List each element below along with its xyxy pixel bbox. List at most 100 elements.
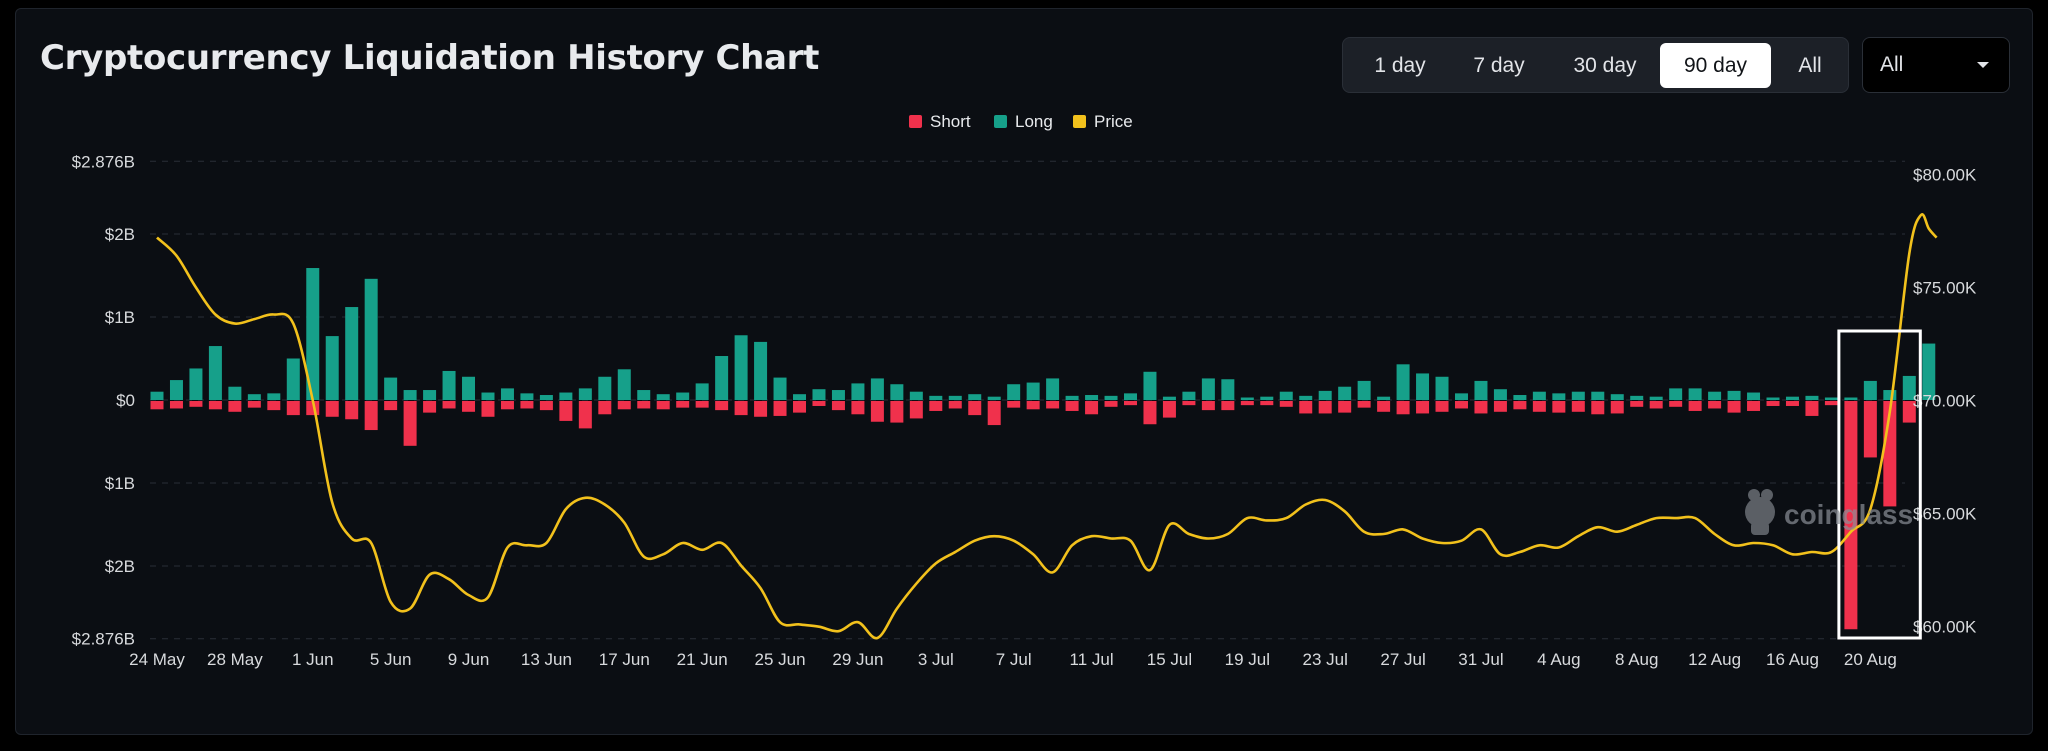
x-tick-label: 20 Aug — [1844, 650, 1897, 669]
short-bar — [909, 401, 923, 419]
long-bar — [1883, 390, 1897, 400]
long-bar — [442, 370, 456, 400]
long-bar — [267, 393, 281, 400]
long-bar — [1085, 395, 1099, 400]
long-bar — [793, 394, 807, 400]
short-bar — [1805, 401, 1819, 416]
long-bar — [1610, 394, 1624, 400]
x-tick-label: 24 May — [129, 650, 185, 669]
long-bar — [1318, 390, 1332, 400]
long-bar — [1785, 396, 1799, 400]
short-bar — [1046, 401, 1060, 409]
short-bar — [462, 401, 476, 412]
short-bar — [637, 401, 651, 409]
short-bar — [228, 401, 242, 412]
long-bar — [500, 388, 514, 400]
short-bar — [1162, 401, 1176, 418]
long-bar — [1396, 364, 1410, 400]
long-bar — [325, 336, 339, 400]
long-bar — [1591, 391, 1605, 400]
range-button-90-day[interactable]: 90 day — [1660, 43, 1771, 88]
long-bar — [1824, 397, 1838, 400]
long-bar — [578, 388, 592, 400]
short-bar — [1902, 401, 1916, 423]
short-bar — [1747, 401, 1761, 411]
short-bar — [1260, 401, 1274, 406]
short-bar — [500, 401, 514, 410]
long-bar — [1630, 395, 1644, 400]
x-tick-label: 17 Jun — [599, 650, 650, 669]
x-tick-label: 11 Jul — [1070, 650, 1114, 669]
long-bar — [1162, 396, 1176, 400]
long-bar — [1454, 393, 1468, 400]
short-bar — [1454, 401, 1468, 409]
long-bar — [1669, 388, 1683, 400]
short-bar — [423, 401, 437, 413]
long-bar — [1766, 397, 1780, 400]
long-bar — [676, 392, 690, 400]
coin-select-dropdown[interactable]: All — [1862, 37, 2010, 93]
short-bar — [695, 401, 709, 408]
long-bar — [1221, 379, 1235, 400]
range-button-30-day[interactable]: 30 day — [1573, 54, 1637, 77]
long-bar — [987, 396, 1001, 400]
short-bar — [1026, 401, 1040, 410]
x-tick-label: 3 Jul — [918, 650, 954, 669]
long-bar — [1201, 378, 1215, 400]
short-bar — [1493, 401, 1507, 412]
x-tick-label: 27 Jul — [1380, 650, 1425, 669]
x-tick-label: 29 Jun — [832, 650, 883, 669]
bar-series — [150, 268, 1936, 630]
short-bar — [1221, 401, 1235, 411]
short-bar — [189, 401, 203, 407]
long-bar — [1007, 384, 1021, 400]
long-bar — [1552, 393, 1566, 400]
long-bar — [968, 394, 982, 400]
range-button-7-day[interactable]: 7 day — [1473, 54, 1525, 77]
long-bar — [1357, 380, 1371, 400]
x-tick-label: 12 Aug — [1688, 650, 1741, 669]
short-bar — [1104, 401, 1118, 407]
long-bar — [364, 278, 378, 400]
price-series — [156, 212, 1938, 640]
range-button-1-day[interactable]: 1 day — [1374, 54, 1426, 77]
long-bar — [656, 394, 670, 400]
short-bar — [598, 401, 612, 415]
short-bar — [773, 401, 787, 416]
range-button-all[interactable]: All — [1798, 54, 1822, 77]
y-left-tick-label: $2.876B — [72, 630, 135, 649]
y-right-tick-label: $65.00K — [1913, 505, 1977, 524]
short-bar — [890, 401, 904, 423]
short-bar — [1649, 401, 1663, 409]
x-tick-label: 25 Jun — [755, 650, 806, 669]
short-bar — [442, 401, 456, 409]
long-bar — [1708, 391, 1722, 400]
x-tick-label: 21 Jun — [677, 650, 728, 669]
page-title: Cryptocurrency Liquidation History Chart — [40, 38, 820, 78]
long-bar — [598, 376, 612, 400]
long-bar — [637, 390, 651, 400]
y-left-tick-label: $2B — [105, 557, 135, 576]
short-bar — [1708, 401, 1722, 409]
long-bar — [1844, 397, 1858, 400]
long-bar — [1143, 371, 1157, 400]
long-bar — [715, 356, 729, 400]
long-bar — [1532, 391, 1546, 400]
highlight-region — [1837, 329, 1922, 640]
short-bar — [1571, 401, 1585, 412]
long-bar — [617, 369, 631, 400]
long-bar — [831, 390, 845, 400]
short-bar — [364, 401, 378, 431]
short-bar — [481, 401, 495, 417]
x-tick-label: 13 Jun — [521, 650, 572, 669]
long-bar — [1299, 395, 1313, 400]
short-bar — [1279, 401, 1293, 407]
short-bar — [734, 401, 748, 416]
coinglass-logo-icon — [1745, 489, 1775, 535]
short-bar — [1007, 401, 1021, 408]
short-bar — [286, 401, 300, 416]
long-bar — [1688, 388, 1702, 400]
y-right-tick-label: $70.00K — [1913, 392, 1977, 411]
short-bar — [539, 401, 553, 411]
short-bar — [831, 401, 845, 411]
